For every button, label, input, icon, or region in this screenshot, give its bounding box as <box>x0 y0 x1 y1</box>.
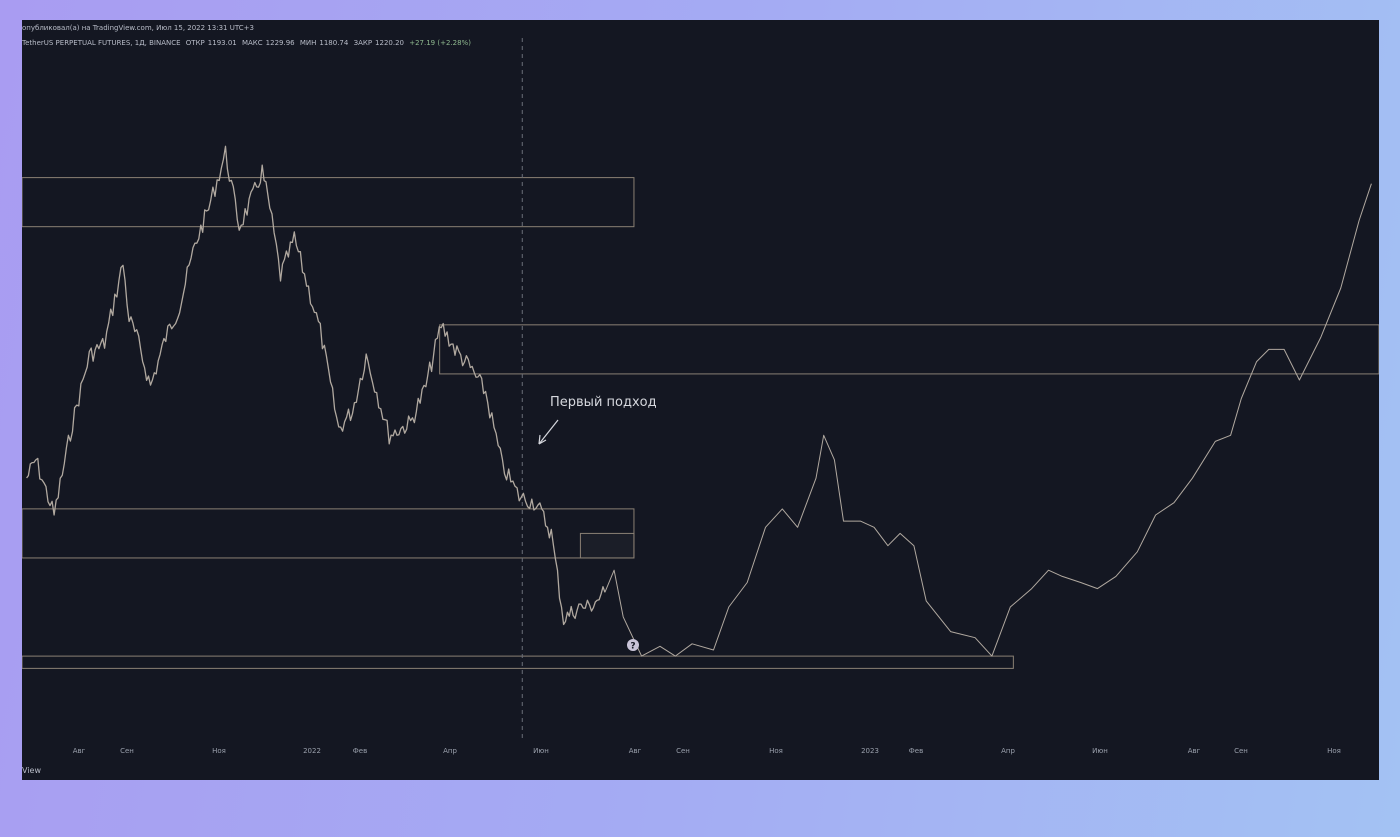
zone-rect-3[interactable] <box>22 508 635 559</box>
x-tick-label: Авг <box>1188 747 1201 755</box>
high-value: 1229.96 <box>265 39 295 47</box>
question-marker-icon[interactable]: ? <box>627 639 639 652</box>
x-tick-label: Ноя <box>1327 747 1341 755</box>
x-tick-label: Июн <box>533 747 549 755</box>
open-value: 1193.01 <box>207 39 237 47</box>
open-label: ОТКР <box>185 39 205 47</box>
symbol-name[interactable]: TetherUS PERPETUAL FUTURES, 1Д, BINANCE <box>22 39 181 47</box>
price-history-line <box>26 145 606 626</box>
x-tick-label: Фев <box>353 747 367 755</box>
publish-info: опубликовал(а) на TradingView.com, Июл 1… <box>22 24 258 32</box>
publish-text: опубликовал(а) на TradingView.com, Июл 1… <box>22 24 254 32</box>
x-tick-label: Авг <box>73 747 86 755</box>
x-tick-label: Ноя <box>769 747 783 755</box>
x-tick-label: Авг <box>629 747 642 755</box>
zone-rect-1[interactable] <box>22 177 635 228</box>
low-label: МИН <box>299 39 317 47</box>
high-label: МАКС <box>241 39 263 47</box>
zone-rect-4[interactable] <box>579 532 635 559</box>
zone-rect-2[interactable] <box>439 324 1379 375</box>
zone-rect-5[interactable] <box>22 655 1014 669</box>
x-tick-label: Апр <box>1001 747 1015 755</box>
annotation-arrow <box>538 419 559 445</box>
close-value: 1220.20 <box>375 39 404 47</box>
price-projection-line <box>604 183 1372 657</box>
x-tick-label: 2023 <box>861 747 879 755</box>
symbol-bar: TetherUS PERPETUAL FUTURES, 1Д, BINANCE … <box>22 39 474 47</box>
x-tick-label: Сен <box>676 747 690 755</box>
change-value: +27.19 (+2.28%) <box>409 39 471 47</box>
x-tick-label: Ноя <box>212 747 226 755</box>
price-chart[interactable]: Первый подход? Авг Сен Ноя 2022 Фев Апр Июн Авг… <box>22 20 1379 780</box>
svg-text:?: ? <box>630 642 635 652</box>
close-label: ЗАКР <box>353 39 373 47</box>
annotation-text[interactable]: Первый подход <box>550 395 657 410</box>
x-tick-label: Фев <box>909 747 923 755</box>
x-tick-label: Июн <box>1092 747 1108 755</box>
x-tick-label: Сен <box>120 747 134 755</box>
annotation-arrowhead <box>538 434 547 445</box>
low-value: 1180.74 <box>319 39 349 47</box>
x-tick-label: Апр <box>443 747 457 755</box>
chart-frame: опубликовал(а) на TradingView.com, Июл 1… <box>22 20 1379 780</box>
footer-text: View <box>22 766 41 775</box>
x-tick-label: Сен <box>1234 747 1248 755</box>
x-tick-label: 2022 <box>303 747 321 755</box>
